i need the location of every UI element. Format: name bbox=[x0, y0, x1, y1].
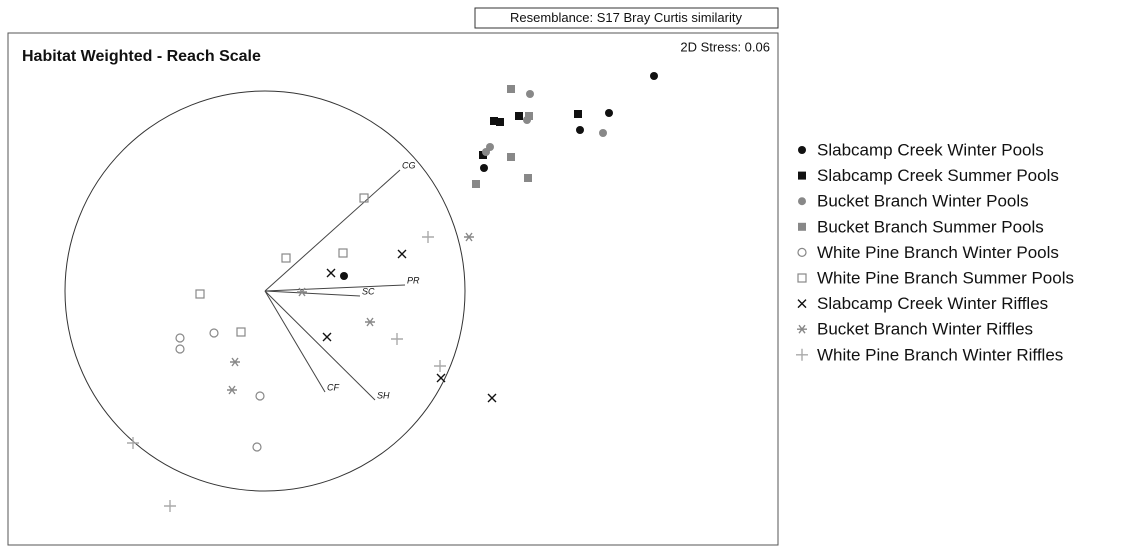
legend-entry: Slabcamp Creek Winter Pools bbox=[798, 140, 1044, 159]
legend-marker bbox=[798, 171, 806, 180]
point bbox=[236, 327, 246, 337]
point bbox=[507, 153, 515, 161]
point bbox=[252, 442, 262, 452]
vector bbox=[264, 290, 376, 401]
legend-marker bbox=[798, 222, 806, 231]
point bbox=[255, 391, 265, 401]
resemblance-label: Resemblance: S17 Bray Curtis similarity bbox=[510, 10, 742, 25]
point bbox=[397, 249, 407, 259]
point bbox=[281, 253, 291, 263]
point bbox=[359, 193, 369, 203]
point bbox=[338, 248, 348, 258]
correlation-circle bbox=[64, 90, 466, 492]
legend-entry: Slabcamp Creek Winter Riffles bbox=[797, 294, 1048, 313]
point bbox=[650, 72, 658, 80]
legend-entry: Bucket Branch Winter Pools bbox=[798, 192, 1029, 211]
point bbox=[297, 287, 307, 297]
legend-label: Slabcamp Creek Winter Pools bbox=[817, 140, 1044, 159]
legend-entry: White Pine Branch Winter Pools bbox=[797, 243, 1059, 262]
point bbox=[230, 357, 240, 367]
series bbox=[322, 249, 497, 403]
point bbox=[340, 272, 348, 280]
point bbox=[605, 109, 613, 117]
legend-entry: White Pine Branch Winter Riffles bbox=[796, 345, 1063, 364]
point bbox=[526, 90, 534, 98]
point bbox=[482, 148, 490, 156]
point bbox=[195, 289, 205, 299]
vector-label: CF bbox=[327, 382, 339, 392]
legend-marker bbox=[798, 146, 806, 154]
legend-label: Bucket Branch Winter Riffles bbox=[817, 320, 1033, 339]
legend-label: Bucket Branch Summer Pools bbox=[817, 217, 1044, 236]
vector-label: SH bbox=[377, 390, 390, 400]
vector-label: CG bbox=[402, 160, 416, 170]
legend-label: White Pine Branch Winter Riffles bbox=[817, 345, 1063, 364]
legend-label: White Pine Branch Winter Pools bbox=[817, 243, 1059, 262]
point bbox=[175, 333, 185, 343]
legend-entry: White Pine Branch Summer Pools bbox=[797, 268, 1074, 287]
point bbox=[574, 110, 582, 118]
legend-label: Slabcamp Creek Summer Pools bbox=[817, 166, 1059, 185]
point bbox=[496, 118, 504, 126]
point bbox=[599, 129, 607, 137]
vector bbox=[264, 284, 406, 292]
vector-label: SC bbox=[362, 286, 375, 296]
series bbox=[127, 231, 446, 512]
vector bbox=[264, 290, 361, 297]
legend-marker bbox=[797, 299, 807, 309]
series bbox=[472, 85, 533, 188]
point bbox=[365, 317, 375, 327]
series bbox=[175, 328, 265, 452]
point bbox=[227, 385, 237, 395]
legend-label: White Pine Branch Summer Pools bbox=[817, 268, 1074, 287]
point bbox=[525, 112, 533, 120]
point bbox=[322, 332, 332, 342]
point bbox=[164, 500, 176, 512]
point bbox=[479, 151, 487, 159]
vector-label: PR bbox=[407, 275, 420, 285]
legend-marker bbox=[797, 324, 807, 334]
resemblance-box bbox=[474, 7, 779, 29]
point bbox=[490, 117, 498, 125]
point bbox=[472, 180, 480, 188]
point bbox=[480, 164, 488, 172]
legend-marker bbox=[798, 197, 806, 206]
plot-frame bbox=[7, 32, 779, 546]
point bbox=[576, 126, 584, 134]
chart-title: Habitat Weighted - Reach Scale bbox=[22, 48, 261, 65]
legend-label: Bucket Branch Winter Pools bbox=[817, 192, 1029, 211]
point bbox=[175, 344, 185, 354]
point bbox=[434, 360, 446, 372]
point bbox=[391, 333, 403, 345]
legend-entry: Bucket Branch Summer Pools bbox=[798, 217, 1044, 236]
point bbox=[464, 232, 474, 242]
legend-marker bbox=[796, 348, 808, 361]
point bbox=[436, 373, 446, 383]
series bbox=[479, 110, 582, 159]
legend-marker bbox=[797, 273, 807, 283]
point bbox=[487, 393, 497, 403]
point bbox=[422, 231, 434, 243]
point bbox=[524, 174, 532, 182]
point bbox=[209, 328, 219, 338]
point bbox=[326, 268, 336, 278]
point bbox=[127, 437, 139, 449]
legend-label: Slabcamp Creek Winter Riffles bbox=[817, 294, 1048, 313]
series bbox=[340, 72, 658, 280]
vector bbox=[264, 290, 326, 393]
series bbox=[227, 232, 474, 395]
legend-marker bbox=[797, 247, 807, 257]
series bbox=[195, 193, 369, 337]
vector bbox=[264, 169, 401, 292]
legend-entry: Bucket Branch Winter Riffles bbox=[797, 320, 1033, 339]
point bbox=[515, 112, 523, 120]
stress-label: 2D Stress: 0.06 bbox=[680, 39, 770, 54]
legend-entry: Slabcamp Creek Summer Pools bbox=[798, 166, 1059, 185]
point bbox=[507, 85, 515, 93]
